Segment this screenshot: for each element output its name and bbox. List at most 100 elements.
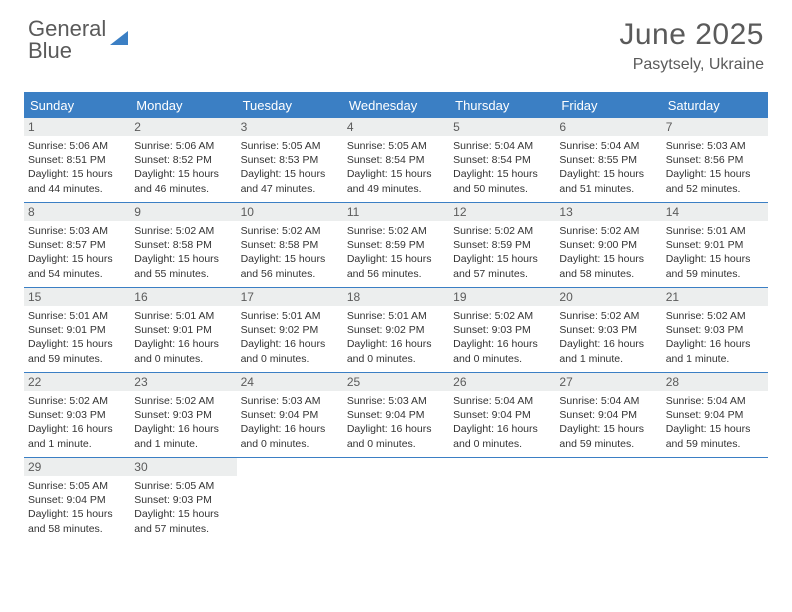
sunset-line: Sunset: 8:58 PM (241, 238, 339, 252)
day-of-week-label: Wednesday (343, 94, 449, 118)
day-of-week-label: Tuesday (237, 94, 343, 118)
calendar-cell: 5Sunrise: 5:04 AMSunset: 8:54 PMDaylight… (449, 118, 555, 202)
sunrise-line: Sunrise: 5:03 AM (241, 394, 339, 408)
daylight-line: Daylight: 16 hours and 1 minute. (559, 337, 657, 365)
sunrise-line: Sunrise: 5:03 AM (28, 224, 126, 238)
calendar-cell: 10Sunrise: 5:02 AMSunset: 8:58 PMDayligh… (237, 203, 343, 287)
day-number: 10 (237, 203, 343, 221)
daylight-line: Daylight: 15 hours and 54 minutes. (28, 252, 126, 280)
calendar-cell: 23Sunrise: 5:02 AMSunset: 9:03 PMDayligh… (130, 373, 236, 457)
sunset-line: Sunset: 8:56 PM (666, 153, 764, 167)
daylight-line: Daylight: 16 hours and 1 minute. (28, 422, 126, 450)
day-number: 13 (555, 203, 661, 221)
calendar-cell: 14 Sunrise: 5:01 AMSunset: 9:01 PMDayligh… (662, 203, 768, 287)
sunrise-line: Sunrise: 5:01 AM (347, 309, 445, 323)
sunset-line: Sunset: 8:52 PM (134, 153, 232, 167)
logo: General Blue (28, 18, 128, 62)
calendar-cell: 25Sunrise: 5:03 AMSunset: 9:04 PMDayligh… (343, 373, 449, 457)
day-number: 19 (449, 288, 555, 306)
calendar-cell: 30Sunrise: 5:05 AMSunset: 9:03 PMDayligh… (130, 458, 236, 542)
sunrise-line: Sunrise: 5:05 AM (134, 479, 232, 493)
daylight-line: Daylight: 15 hours and 46 minutes. (134, 167, 232, 195)
sunset-line: Sunset: 9:03 PM (134, 493, 232, 507)
day-number: 20 (555, 288, 661, 306)
sunrise-line: Sunrise: 5:05 AM (28, 479, 126, 493)
daylight-line: Daylight: 15 hours and 58 minutes. (559, 252, 657, 280)
sunrise-line: Sunrise: 5:01 AM (666, 224, 764, 238)
daylight-line: Daylight: 16 hours and 0 minutes. (134, 337, 232, 365)
daylight-line: Daylight: 16 hours and 0 minutes. (347, 337, 445, 365)
day-number: 11 (343, 203, 449, 221)
calendar-cell: 1Sunrise: 5:06 AMSunset: 8:51 PMDaylight… (24, 118, 130, 202)
daylight-line: Daylight: 15 hours and 47 minutes. (241, 167, 339, 195)
daylight-line: Daylight: 15 hours and 49 minutes. (347, 167, 445, 195)
daylight-line: Daylight: 15 hours and 59 minutes. (666, 422, 764, 450)
calendar-cell (662, 458, 768, 542)
day-number: 28 (662, 373, 768, 391)
sunset-line: Sunset: 9:04 PM (347, 408, 445, 422)
day-number: 17 (237, 288, 343, 306)
sunset-line: Sunset: 9:04 PM (241, 408, 339, 422)
calendar-cell: 26Sunrise: 5:04 AMSunset: 9:04 PMDayligh… (449, 373, 555, 457)
day-of-week-label: Sunday (24, 94, 130, 118)
daylight-line: Daylight: 15 hours and 58 minutes. (28, 507, 126, 535)
sunset-line: Sunset: 8:53 PM (241, 153, 339, 167)
sunrise-line: Sunrise: 5:01 AM (134, 309, 232, 323)
sunset-line: Sunset: 9:03 PM (666, 323, 764, 337)
sunset-line: Sunset: 8:54 PM (453, 153, 551, 167)
daylight-line: Daylight: 16 hours and 0 minutes. (453, 422, 551, 450)
day-number: 30 (130, 458, 236, 476)
day-number: 5 (449, 118, 555, 136)
calendar-cell: 21Sunrise: 5:02 AMSunset: 9:03 PMDayligh… (662, 288, 768, 372)
sunrise-line: Sunrise: 5:03 AM (347, 394, 445, 408)
sunrise-line: Sunrise: 5:01 AM (28, 309, 126, 323)
sunset-line: Sunset: 8:58 PM (134, 238, 232, 252)
daylight-line: Daylight: 15 hours and 59 minutes. (28, 337, 126, 365)
sunrise-line: Sunrise: 5:02 AM (453, 309, 551, 323)
daylight-line: Daylight: 16 hours and 0 minutes. (453, 337, 551, 365)
sunrise-line: Sunrise: 5:02 AM (134, 224, 232, 238)
day-number: 9 (130, 203, 236, 221)
day-number: 3 (237, 118, 343, 136)
calendar-cell: 8Sunrise: 5:03 AMSunset: 8:57 PMDaylight… (24, 203, 130, 287)
sunrise-line: Sunrise: 5:06 AM (28, 139, 126, 153)
day-number: 12 (449, 203, 555, 221)
calendar-week: 15Sunrise: 5:01 AMSunset: 9:01 PMDayligh… (24, 288, 768, 373)
sunset-line: Sunset: 8:57 PM (28, 238, 126, 252)
sunrise-line: Sunrise: 5:02 AM (559, 224, 657, 238)
daylight-line: Daylight: 16 hours and 1 minute. (666, 337, 764, 365)
day-number: 14 (662, 203, 768, 221)
sunrise-line: Sunrise: 5:05 AM (347, 139, 445, 153)
header: General Blue June 2025 Pasytsely, Ukrain… (0, 0, 792, 82)
page-subtitle: Pasytsely, Ukraine (619, 56, 764, 74)
day-number: 7 (662, 118, 768, 136)
sunset-line: Sunset: 9:00 PM (559, 238, 657, 252)
sunrise-line: Sunrise: 5:03 AM (666, 139, 764, 153)
sunset-line: Sunset: 9:01 PM (134, 323, 232, 337)
daylight-line: Daylight: 16 hours and 0 minutes. (241, 422, 339, 450)
sunrise-line: Sunrise: 5:04 AM (666, 394, 764, 408)
daylight-line: Daylight: 15 hours and 59 minutes. (666, 252, 764, 280)
sunrise-line: Sunrise: 5:02 AM (347, 224, 445, 238)
page-title: June 2025 (619, 18, 764, 52)
calendar-week: 29Sunrise: 5:05 AMSunset: 9:04 PMDayligh… (24, 458, 768, 542)
calendar-cell: 2Sunrise: 5:06 AMSunset: 8:52 PMDaylight… (130, 118, 236, 202)
sunset-line: Sunset: 9:03 PM (134, 408, 232, 422)
calendar-cell: 7Sunrise: 5:03 AMSunset: 8:56 PMDaylight… (662, 118, 768, 202)
sunrise-line: Sunrise: 5:05 AM (241, 139, 339, 153)
sunset-line: Sunset: 8:54 PM (347, 153, 445, 167)
sunset-line: Sunset: 9:01 PM (666, 238, 764, 252)
daylight-line: Daylight: 15 hours and 56 minutes. (347, 252, 445, 280)
sunrise-line: Sunrise: 5:04 AM (559, 394, 657, 408)
sunrise-line: Sunrise: 5:04 AM (559, 139, 657, 153)
day-number: 22 (24, 373, 130, 391)
calendar-week: 22Sunrise: 5:02 AMSunset: 9:03 PMDayligh… (24, 373, 768, 458)
logo-word2: Blue (28, 40, 106, 62)
calendar-cell: 29Sunrise: 5:05 AMSunset: 9:04 PMDayligh… (24, 458, 130, 542)
sunrise-line: Sunrise: 5:01 AM (241, 309, 339, 323)
calendar-cell: 3 Sunrise: 5:05 AMSunset: 8:53 PMDaylight… (237, 118, 343, 202)
calendar-cell: 6Sunrise: 5:04 AMSunset: 8:55 PMDaylight… (555, 118, 661, 202)
daylight-line: Daylight: 16 hours and 1 minute. (134, 422, 232, 450)
day-number: 6 (555, 118, 661, 136)
day-number: 29 (24, 458, 130, 476)
